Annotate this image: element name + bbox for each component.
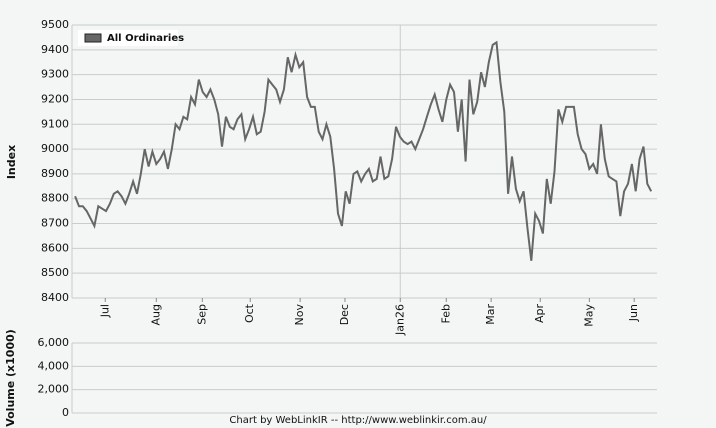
y-tick-label: 9500 xyxy=(41,18,69,31)
x-tick-label: Mar xyxy=(484,304,497,325)
y-tick-label: 9300 xyxy=(41,68,69,81)
y-tick-label: 8900 xyxy=(41,167,69,180)
y-tick-label: 9000 xyxy=(41,142,69,155)
x-tick-label: Jan26 xyxy=(393,304,406,336)
x-tick-label: Oct xyxy=(243,303,256,323)
x-tick-label: Nov xyxy=(293,304,306,326)
legend-swatch xyxy=(84,33,102,43)
y-tick-label: 8600 xyxy=(41,241,69,254)
x-tick-label: Feb xyxy=(439,304,452,323)
y-tick-label: 8700 xyxy=(41,217,69,230)
legend-label: All Ordinaries xyxy=(107,33,184,44)
y-tick-label: 9100 xyxy=(41,117,69,130)
x-tick-label: Dec xyxy=(338,304,351,325)
legend-box xyxy=(78,30,178,46)
y-tick-label: 0 xyxy=(62,406,69,419)
x-tick-label: May xyxy=(582,304,595,327)
y-tick-label: 8500 xyxy=(41,266,69,279)
y-tick-label: 8800 xyxy=(41,192,69,205)
x-tick-label: Aug xyxy=(149,304,162,325)
x-tick-label: Jun xyxy=(627,304,640,322)
series-line xyxy=(74,40,653,261)
y-tick-label: 8400 xyxy=(41,291,69,304)
y-tick-label: 4,000 xyxy=(38,359,70,372)
x-tick-label: Jul xyxy=(98,304,111,318)
x-tick-label: Apr xyxy=(533,304,546,324)
y-axis-label: Index xyxy=(5,145,18,179)
y-tick-label: 2,000 xyxy=(38,383,70,396)
x-tick-label: Sep xyxy=(195,304,208,325)
y-tick-label: 9400 xyxy=(41,43,69,56)
y-axis-label: Volume (x1000) xyxy=(4,329,17,427)
footer: Chart by WebLinkIR -- http://www.weblink… xyxy=(229,415,487,426)
y-tick-label: 9200 xyxy=(41,92,69,105)
y-tick-label: 6,000 xyxy=(38,336,70,349)
